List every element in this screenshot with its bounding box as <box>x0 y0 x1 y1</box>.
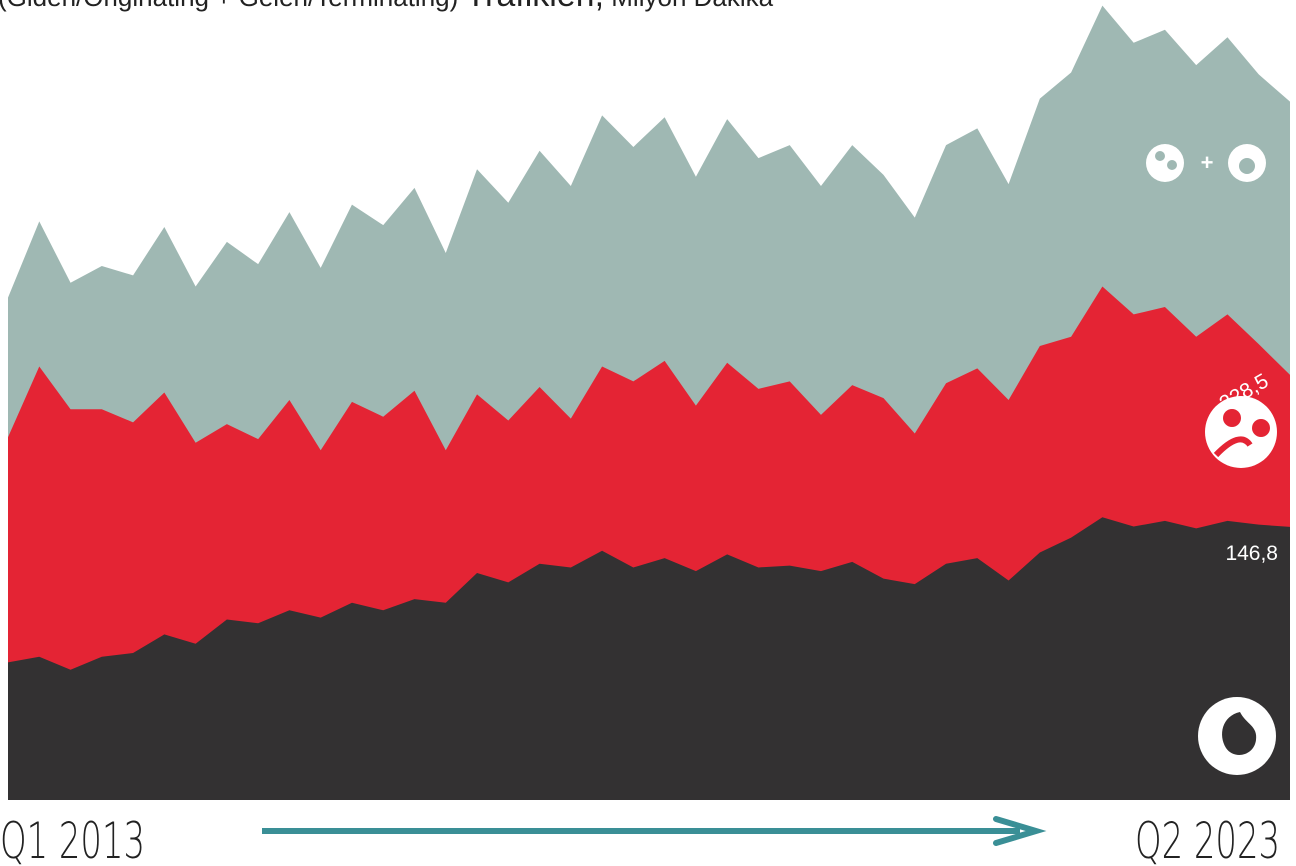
plot-area <box>8 5 1290 801</box>
chart-title: (Giden/Originating + Gelen/Terminating) … <box>0 0 774 14</box>
arrow-head <box>993 816 1047 846</box>
combined-logo: + <box>1146 144 1266 182</box>
title-part: Milyon Dakika <box>604 0 774 12</box>
vodafone-logo <box>1198 697 1276 775</box>
plus-sign: + <box>1201 150 1214 175</box>
logo-hole <box>1239 158 1255 174</box>
value-label: 375,4 <box>1227 0 1280 23</box>
area <box>8 517 1290 800</box>
logo-dot <box>1167 160 1177 170</box>
logo-dot <box>1155 151 1165 161</box>
turkcell-icon <box>1146 144 1184 182</box>
timeline-arrow <box>262 816 1047 846</box>
title-part: (Giden/Originating + Gelen/Terminating) <box>0 0 466 12</box>
logo-stroke <box>1213 436 1253 458</box>
x-tick-label: Q1 2013 <box>0 812 145 866</box>
logo-dot <box>1223 409 1241 427</box>
x-tick-label: Q2 2023 <box>1135 812 1280 866</box>
turkcell-logo <box>1205 396 1277 468</box>
title-part: Trafikleri, <box>466 0 605 14</box>
logo-dot <box>1252 419 1270 437</box>
logo-drop <box>1222 712 1257 755</box>
value-label: 146,8 <box>1225 542 1278 565</box>
